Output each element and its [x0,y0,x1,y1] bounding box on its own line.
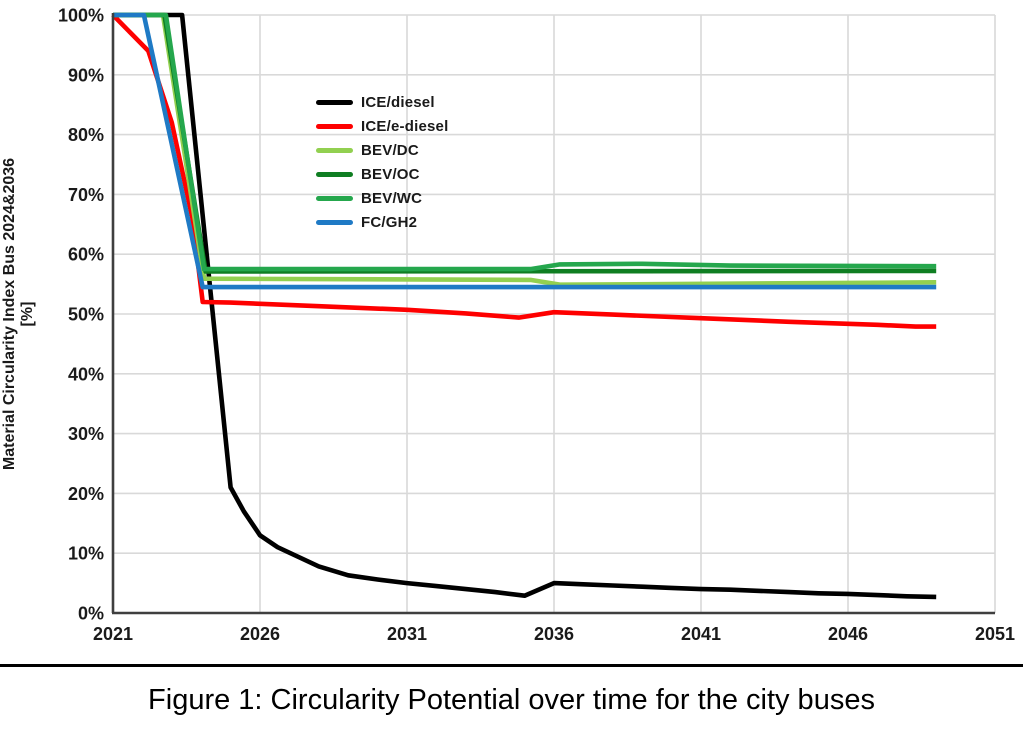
series-line-fc-gh2 [113,12,937,290]
y-tick-label-40: 40% [68,364,104,384]
legend-swatch-fc-gh2 [316,220,353,225]
legend-label-fc-gh2: FC/GH2 [361,214,418,231]
y-tick-label-80: 80% [68,125,104,145]
x-tick-label-2031: 2031 [387,624,427,644]
legend-item-ice-e-diesel: ICE/e-diesel [316,118,448,135]
y-tick-label-70: 70% [68,185,104,205]
legend-label-ice-e-diesel: ICE/e-diesel [361,118,449,135]
x-tick-label-2051: 2051 [975,624,1015,644]
y-axis-title-line1: Material Circularity Index Bus 2024&2036 [1,158,18,470]
chart-area: 0% 10% 20% 30% 40% 50% 60% 70% 80% 90% 100% 2021 202… [1,5,1015,644]
legend-item-bev-dc: BEV/DC [316,142,448,159]
y-tick-label-20: 20% [68,484,104,504]
legend-item-fc-gh2: FC/GH2 [316,214,448,231]
y-tick-label-0: 0% [78,603,104,623]
y-tick-label-30: 30% [68,424,104,444]
legend-swatch-bev-oc [316,172,353,177]
y-tick-label-10: 10% [68,544,104,564]
series-line-ice-diesel [113,12,937,600]
y-tick-label-90: 90% [68,65,104,85]
y-tick-label-100: 100% [58,5,104,25]
chart-plot: 0% 10% 20% 30% 40% 50% 60% 70% 80% 90% 100% 2021 202… [1,5,1015,644]
x-tick-label-2021: 2021 [93,624,133,644]
chart-legend: ICE/diesel ICE/e-diesel BEV/DC BEV/OC BEV/WC… [316,94,448,231]
y-tick-label-60: 60% [68,245,104,265]
series-line-bev-oc [113,12,937,274]
legend-label-bev-oc: BEV/OC [361,166,420,183]
series-line-bev-wc [113,12,937,272]
y-tick-label-50: 50% [68,304,104,324]
x-tick-label-2026: 2026 [240,624,280,644]
legend-swatch-bev-wc [316,196,353,201]
legend-swatch-bev-dc [316,148,353,153]
series-line-bev-dc [113,12,937,288]
y-axis-title-line2: [%] [19,302,36,327]
legend-item-ice-diesel: ICE/diesel [316,94,448,111]
x-tick-label-2041: 2041 [681,624,721,644]
legend-label-bev-wc: BEV/WC [361,190,423,207]
legend-swatch-ice-diesel [316,100,353,105]
legend-swatch-ice-e-diesel [316,124,353,129]
legend-item-bev-wc: BEV/WC [316,190,448,207]
series-line-ice-e-diesel [111,13,937,329]
x-tick-label-2036: 2036 [534,624,574,644]
legend-label-ice-diesel: ICE/diesel [361,94,435,111]
caption-divider [0,664,1023,667]
legend-item-bev-oc: BEV/OC [316,166,448,183]
legend-label-bev-dc: BEV/DC [361,142,419,159]
figure-caption: Figure 1: Circularity Potential over tim… [148,684,875,716]
x-tick-label-2046: 2046 [828,624,868,644]
